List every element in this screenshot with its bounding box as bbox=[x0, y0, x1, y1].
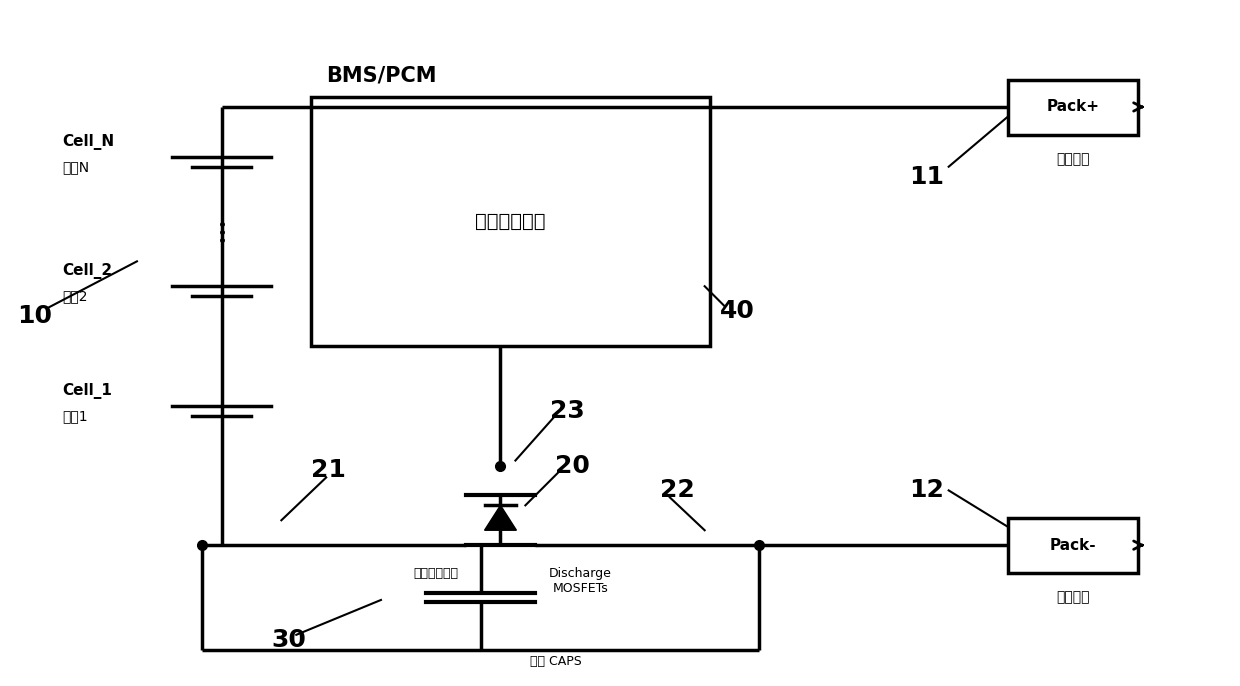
Text: BMS/PCM: BMS/PCM bbox=[326, 65, 436, 85]
Text: 30: 30 bbox=[272, 628, 306, 652]
Text: 电芯1: 电芯1 bbox=[62, 409, 88, 423]
Bar bbox=[1008, 80, 1138, 135]
Text: 电池正极: 电池正极 bbox=[1056, 152, 1090, 166]
Text: 40: 40 bbox=[719, 299, 754, 323]
Text: 12: 12 bbox=[909, 478, 944, 502]
Bar bbox=[1008, 519, 1138, 573]
Text: Cell_N: Cell_N bbox=[62, 134, 114, 150]
Text: 10: 10 bbox=[17, 304, 52, 328]
Text: 电池负极: 电池负极 bbox=[1056, 590, 1090, 604]
Text: 11: 11 bbox=[909, 165, 944, 189]
Text: 电芯2: 电芯2 bbox=[62, 289, 88, 303]
Polygon shape bbox=[485, 506, 516, 530]
Text: 电芯N: 电芯N bbox=[62, 160, 89, 174]
Text: 22: 22 bbox=[660, 478, 694, 502]
Text: Cell_1: Cell_1 bbox=[62, 383, 112, 399]
Text: 电源管理系统: 电源管理系统 bbox=[475, 212, 546, 231]
Text: Pack-: Pack- bbox=[1050, 538, 1096, 553]
Text: Cell_2: Cell_2 bbox=[62, 263, 113, 279]
Text: 23: 23 bbox=[551, 399, 585, 423]
Text: 21: 21 bbox=[311, 458, 346, 482]
Text: Discharge
MOSFETs: Discharge MOSFETs bbox=[549, 567, 611, 595]
Text: 20: 20 bbox=[556, 453, 590, 477]
Text: 电容 CAPS: 电容 CAPS bbox=[531, 654, 582, 667]
Bar bbox=[311, 97, 709, 346]
Text: 放电场效应管: 放电场效应管 bbox=[413, 567, 459, 580]
Text: Pack+: Pack+ bbox=[1047, 99, 1100, 115]
